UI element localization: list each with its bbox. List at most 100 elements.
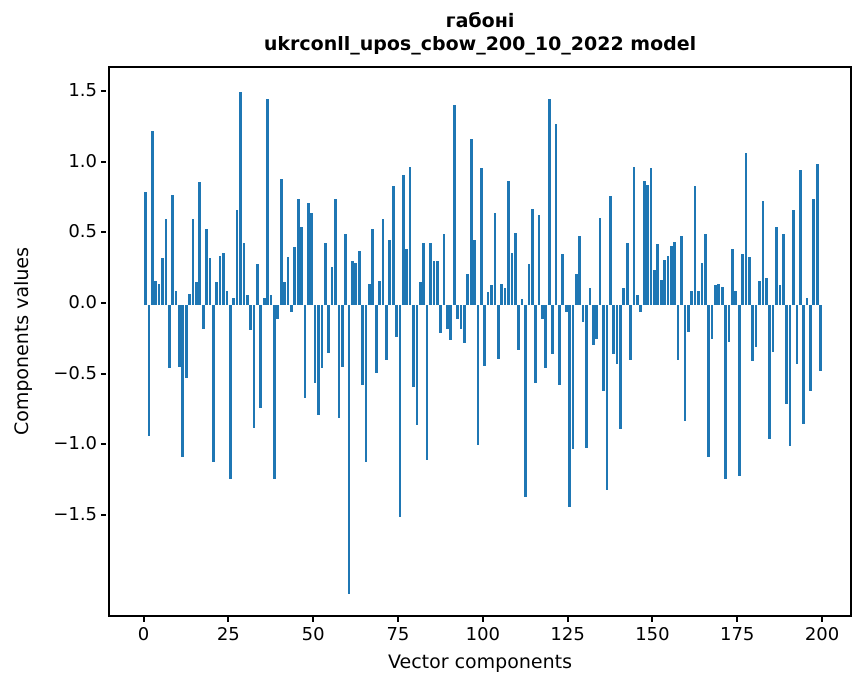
bar xyxy=(778,285,782,305)
bar xyxy=(242,242,246,305)
bar xyxy=(174,290,178,305)
bar xyxy=(748,257,751,305)
bar xyxy=(249,305,252,331)
chart-title-line2: ukrconll_upos_cbow_200_10_2022 model xyxy=(263,33,697,55)
x-tick-mark xyxy=(396,617,399,622)
bar xyxy=(764,278,768,305)
bar xyxy=(334,199,337,305)
bar xyxy=(544,305,548,369)
bar xyxy=(181,305,185,458)
bar xyxy=(144,192,147,305)
bar xyxy=(754,305,758,348)
bar xyxy=(574,273,578,305)
bar xyxy=(686,305,690,332)
bar xyxy=(507,180,510,305)
bar xyxy=(184,305,188,379)
bar xyxy=(636,295,639,305)
bar xyxy=(422,242,426,305)
bar xyxy=(771,305,775,352)
x-tick-label: 150 xyxy=(635,624,670,645)
x-axis-label: Vector components xyxy=(388,651,572,673)
bar xyxy=(727,305,731,342)
bar xyxy=(239,91,242,305)
y-tick-mark xyxy=(101,372,106,375)
bar xyxy=(622,288,626,305)
bar xyxy=(327,305,331,353)
bar xyxy=(561,254,565,305)
bar xyxy=(798,169,802,305)
bar xyxy=(571,305,575,449)
bar xyxy=(385,305,388,361)
bar xyxy=(228,305,232,479)
bar xyxy=(401,175,405,305)
bar xyxy=(279,179,283,305)
bar xyxy=(262,297,266,305)
bar xyxy=(432,261,436,305)
bar xyxy=(357,251,361,305)
bar xyxy=(605,305,609,490)
bar xyxy=(683,305,687,421)
bar xyxy=(697,290,700,305)
x-tick-mark xyxy=(312,617,315,622)
bar xyxy=(812,199,816,305)
x-tick-mark xyxy=(481,617,484,622)
bar xyxy=(714,285,717,305)
bar xyxy=(330,266,334,305)
bar xyxy=(612,305,615,355)
bar xyxy=(306,203,310,305)
bar xyxy=(205,228,208,305)
bar xyxy=(663,259,666,305)
bar xyxy=(653,269,656,305)
bar xyxy=(809,305,812,392)
bar xyxy=(320,305,324,369)
bar xyxy=(388,240,392,305)
bar xyxy=(415,305,419,425)
bar xyxy=(473,240,476,305)
y-tick-label: −1.5 xyxy=(53,503,97,525)
bar xyxy=(669,245,673,305)
bar xyxy=(208,258,212,305)
x-tick-label: 0 xyxy=(137,624,150,645)
bar xyxy=(188,293,191,305)
bar xyxy=(534,305,537,383)
bar xyxy=(368,283,371,305)
x-tick-mark xyxy=(821,617,823,622)
bar xyxy=(527,264,531,305)
bar xyxy=(500,283,504,305)
y-tick-label: 0.0 xyxy=(68,292,97,313)
bar xyxy=(412,305,415,387)
bar xyxy=(792,210,795,305)
x-tick-label: 100 xyxy=(465,624,500,645)
bar xyxy=(639,305,643,313)
bar xyxy=(232,297,236,305)
bar xyxy=(245,295,249,305)
bar xyxy=(303,305,307,399)
bar xyxy=(442,234,446,305)
x-tick-label: 25 xyxy=(216,624,240,645)
bar xyxy=(476,305,480,445)
bar xyxy=(361,305,364,386)
bar xyxy=(211,305,215,462)
bar xyxy=(218,255,222,305)
bar xyxy=(490,285,493,305)
bar xyxy=(340,305,344,368)
bar xyxy=(761,200,765,305)
bar xyxy=(625,242,629,305)
bar xyxy=(398,305,402,517)
bar xyxy=(775,227,778,305)
bar xyxy=(700,262,704,305)
bar xyxy=(469,138,473,305)
bar xyxy=(703,234,707,305)
bar xyxy=(449,305,453,341)
bar xyxy=(317,305,320,416)
x-tick-label: 200 xyxy=(804,624,840,645)
bar xyxy=(768,305,772,440)
bar xyxy=(286,257,290,305)
bar xyxy=(720,286,724,305)
bar xyxy=(649,168,653,305)
bars-layer xyxy=(110,68,850,615)
bar xyxy=(201,305,205,329)
bar xyxy=(758,281,761,305)
bar xyxy=(371,228,375,305)
bar xyxy=(405,248,409,305)
